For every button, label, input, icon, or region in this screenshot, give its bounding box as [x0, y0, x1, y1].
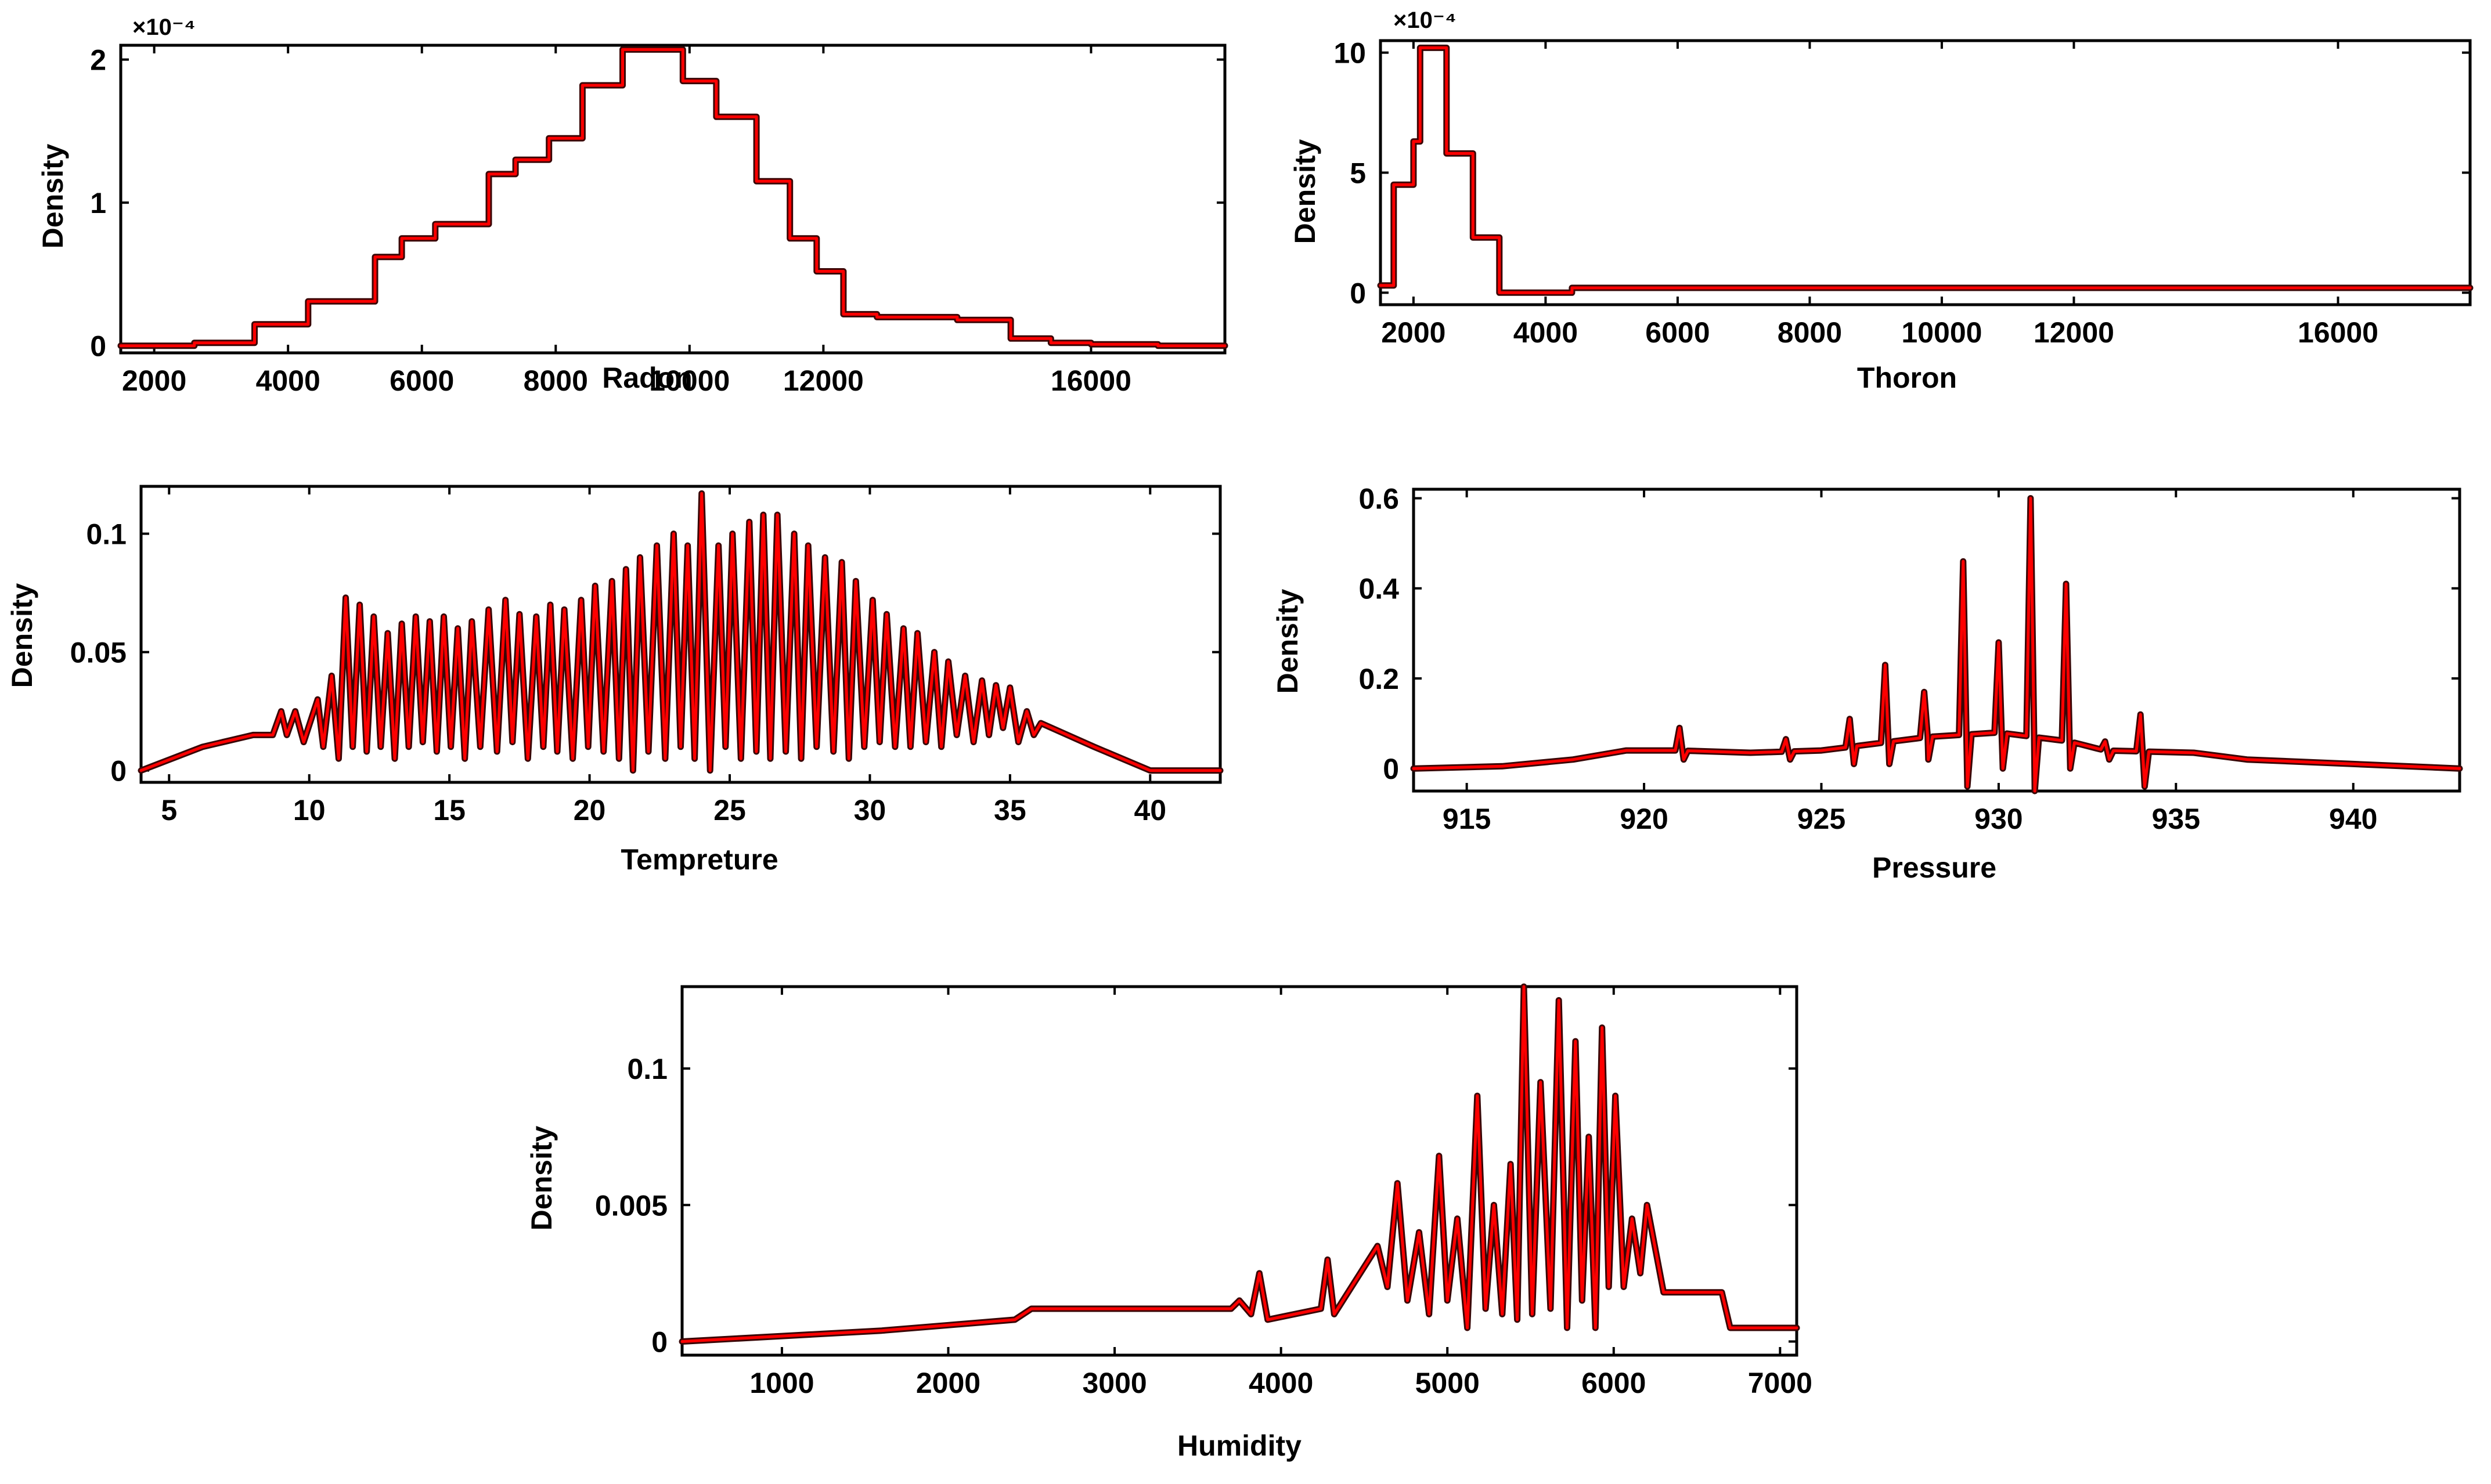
- temperature-plot-frame: [139, 485, 1222, 784]
- pressure-y-tick-label: 0.6: [1358, 483, 1399, 515]
- radon-x-tick-label: 10000: [649, 364, 730, 397]
- radon-y-tick-label: 2: [90, 44, 106, 77]
- humidity-x-tick-label: 2000: [916, 1367, 980, 1399]
- humidity-ticks: 1000 2000 3000 4000 5000 6000 7000 0 0.005 0.1: [595, 987, 1812, 1399]
- humidity-chart: Humidity Density 1000 2000 3000 4000 5000 600…: [525, 983, 1812, 1462]
- temperature-chart: Tempreture Density 5 10 15 20 25 30 35 40 0 0.05 0…: [6, 485, 1224, 876]
- pressure-x-tick-label: 930: [1974, 803, 2023, 835]
- radon-series: [117, 46, 1228, 349]
- thoron-x-tick-label: 6000: [1645, 316, 1710, 349]
- thoron-exponent-label: ×10⁻⁴: [1393, 8, 1457, 33]
- temperature-x-tick-label: 30: [854, 794, 886, 826]
- thoron-series-line: [1379, 46, 2472, 294]
- thoron-x-tick-label: 10000: [1901, 316, 1982, 349]
- thoron-chart: ×10⁻⁴ Thoron Density 2000 4000 6000 8000 100…: [1289, 8, 2474, 394]
- thoron-x-tick-label: 12000: [2034, 316, 2114, 349]
- temperature-x-tick-label: 25: [713, 794, 746, 826]
- humidity-y-tick-label: 0.1: [627, 1053, 668, 1085]
- thoron-x-axis-label: Thoron: [1857, 362, 1957, 394]
- humidity-y-tick-label: 0: [651, 1326, 668, 1358]
- humidity-series-line: [680, 985, 1798, 1343]
- humidity-x-tick-label: 4000: [1249, 1367, 1313, 1399]
- humidity-y-axis-label: Density: [525, 1126, 558, 1231]
- pressure-x-tick-label: 940: [2329, 803, 2377, 835]
- temperature-ticks: 5 10 15 20 25 30 35 40 0 0.05 0.1: [70, 486, 1220, 826]
- radon-x-tick-label: 12000: [783, 364, 864, 397]
- humidity-x-tick-label: 7000: [1748, 1367, 1812, 1399]
- radon-x-tick-label: 16000: [1051, 364, 1131, 397]
- radon-y-tick-label: 1: [90, 187, 106, 219]
- pressure-chart: Pressure Density 915 920 925 930 935 940 0 0.2 0…: [1271, 483, 2463, 884]
- temperature-y-tick-label: 0.05: [70, 637, 127, 669]
- thoron-x-tick-label: 2000: [1381, 316, 1445, 349]
- pressure-x-axis-label: Pressure: [1872, 851, 1996, 884]
- thoron-y-tick-label: 5: [1350, 157, 1366, 190]
- humidity-series: [679, 983, 1800, 1345]
- radon-x-tick-label: 4000: [256, 364, 320, 397]
- radon-exponent-label: ×10⁻⁴: [132, 15, 196, 40]
- thoron-x-tick-label: 4000: [1513, 316, 1578, 349]
- radon-ticks: 2000 4000 6000 8000 10000 12000 16000 0 1 2: [90, 44, 1225, 397]
- temperature-y-tick-label: 0.1: [86, 518, 127, 551]
- pressure-x-tick-label: 925: [1797, 803, 1845, 835]
- temperature-x-tick-label: 40: [1134, 794, 1166, 826]
- humidity-x-tick-label: 5000: [1415, 1367, 1480, 1399]
- temperature-x-tick-label: 10: [293, 794, 326, 826]
- temperature-x-tick-label: 15: [433, 794, 466, 826]
- thoron-x-tick-label: 8000: [1778, 316, 1842, 349]
- humidity-plot-frame: [680, 985, 1798, 1357]
- radon-x-tick-label: 2000: [122, 364, 186, 397]
- pressure-x-tick-label: 935: [2152, 803, 2200, 835]
- humidity-x-axis-label: Humidity: [1177, 1429, 1302, 1462]
- humidity-x-tick-label: 6000: [1581, 1367, 1646, 1399]
- temperature-x-tick-label: 20: [574, 794, 606, 826]
- temperature-x-tick-label: 5: [161, 794, 177, 826]
- thoron-y-tick-label: 10: [1333, 37, 1366, 70]
- pressure-y-tick-label: 0.2: [1358, 663, 1399, 695]
- pressure-x-tick-label: 920: [1620, 803, 1668, 835]
- radon-x-axis-label: Radon: [602, 362, 693, 394]
- pressure-plot-frame: [1412, 488, 2461, 793]
- pressure-series-line: [1412, 497, 2461, 793]
- temperature-y-tick-label: 0: [110, 755, 127, 788]
- pressure-ticks: 915 920 925 930 935 940 0 0.2 0.4 0.6: [1358, 483, 2460, 835]
- pressure-y-tick-label: 0: [1383, 753, 1399, 785]
- temperature-series: [138, 490, 1224, 774]
- humidity-y-tick-label: 0.005: [595, 1189, 668, 1222]
- radon-y-tick-label: 0: [90, 330, 106, 363]
- thoron-y-tick-label: 0: [1350, 277, 1366, 309]
- thoron-ticks: 2000 4000 6000 8000 10000 12000 16000 0 5 10: [1333, 37, 2470, 349]
- thoron-x-tick-label: 16000: [2298, 316, 2378, 349]
- radon-plot-frame: [119, 44, 1227, 355]
- pressure-y-axis-label: Density: [1271, 589, 1304, 694]
- thoron-y-axis-label: Density: [1289, 139, 1321, 244]
- radon-x-tick-label: 6000: [390, 364, 454, 397]
- humidity-x-tick-label: 3000: [1082, 1367, 1147, 1399]
- radon-x-tick-label: 8000: [524, 364, 588, 397]
- pressure-y-tick-label: 0.4: [1358, 573, 1399, 605]
- radon-chart: ×10⁻⁴ Radon Density 2000 4000 6000 8000 1000…: [37, 15, 1228, 397]
- thoron-series: [1377, 44, 2474, 296]
- pressure-x-tick-label: 915: [1443, 803, 1491, 835]
- pressure-series: [1410, 495, 2463, 795]
- temperature-series-line: [139, 492, 1222, 772]
- temperature-x-axis-label: Tempreture: [621, 843, 778, 876]
- radon-y-axis-label: Density: [37, 144, 69, 249]
- humidity-x-tick-label: 1000: [749, 1367, 814, 1399]
- temperature-x-tick-label: 35: [994, 794, 1026, 826]
- temperature-y-axis-label: Density: [6, 583, 38, 688]
- radon-series-line: [119, 48, 1227, 348]
